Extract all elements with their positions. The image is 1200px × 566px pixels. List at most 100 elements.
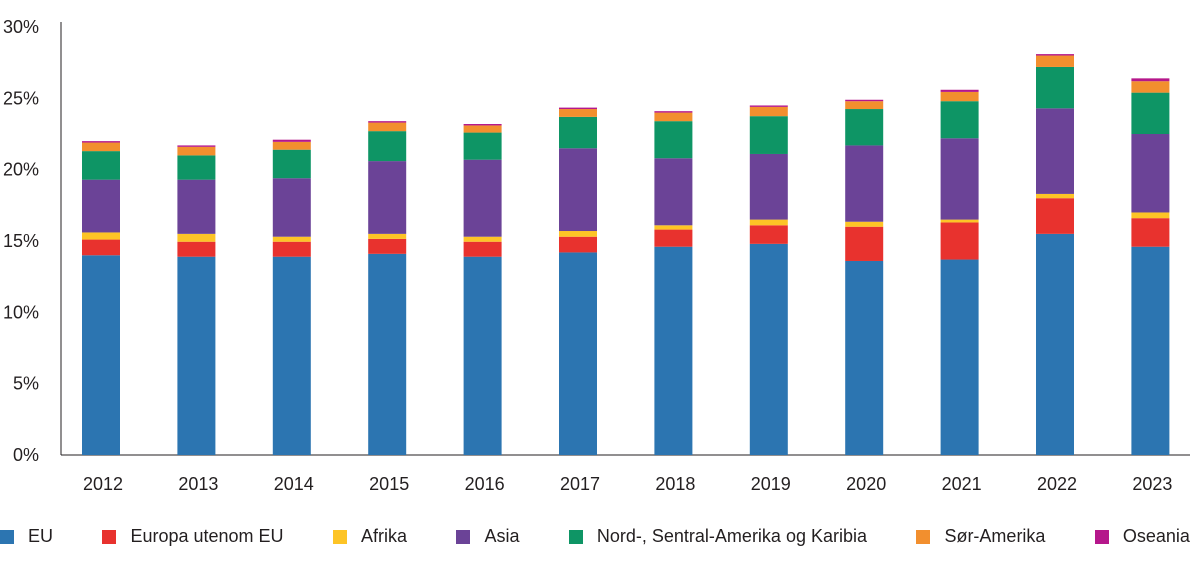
bar-2015-oseania xyxy=(368,121,407,123)
bar-2022-afrika xyxy=(1036,193,1074,199)
legend-item: Afrika xyxy=(332,526,407,547)
legend-label: Sør-Amerika xyxy=(944,526,1046,546)
y-tick-label: 30% xyxy=(3,17,39,37)
bar-2019-nord-sentral-amerika-og-karibia xyxy=(749,116,788,154)
bar-2014-oseania xyxy=(272,139,311,142)
legend-swatch xyxy=(568,529,583,544)
bar-2018-afrika xyxy=(654,225,693,230)
y-tick-label: 20% xyxy=(3,160,39,180)
y-tick-label: 10% xyxy=(3,302,39,322)
bar-2016-asia xyxy=(463,159,502,237)
bar-2012-asia xyxy=(82,179,120,233)
bar-2013-oseania xyxy=(177,145,216,147)
bar-2015-nord-sentral-amerika-og-karibia xyxy=(368,131,407,162)
bar-2017-afrika xyxy=(559,231,597,237)
bar-2016-eu xyxy=(463,256,502,455)
legend-label: Asia xyxy=(484,526,520,546)
x-tick-label: 2020 xyxy=(846,474,886,494)
bar-2020-oseania xyxy=(845,99,884,102)
bar-2015-europa-utenom-eu xyxy=(368,238,407,254)
legend-item: Nord-, Sentral-Amerika og Karibia xyxy=(568,526,867,547)
bar-2017-s-r-amerika xyxy=(559,109,597,117)
bar-2021-nord-sentral-amerika-og-karibia xyxy=(940,101,979,139)
y-tick-label: 25% xyxy=(3,88,39,108)
legend-item: EU xyxy=(0,526,53,547)
bar-2014-eu xyxy=(272,256,311,455)
bar-2020-nord-sentral-amerika-og-karibia xyxy=(845,109,884,146)
bar-2015-eu xyxy=(368,253,407,455)
legend-swatch xyxy=(332,529,347,544)
bar-2022-europa-utenom-eu xyxy=(1036,198,1074,234)
bar-2018-nord-sentral-amerika-og-karibia xyxy=(654,121,693,159)
bar-2021-europa-utenom-eu xyxy=(940,222,979,260)
bar-2021-oseania xyxy=(940,89,979,92)
bar-2022-eu xyxy=(1036,233,1074,455)
x-tick-label: 2019 xyxy=(751,474,791,494)
bar-2014-asia xyxy=(272,178,311,237)
y-tick-label: 5% xyxy=(13,374,39,394)
legend-swatch xyxy=(456,529,471,544)
bar-2020-s-r-amerika xyxy=(845,101,884,110)
bar-2020-asia xyxy=(845,145,884,222)
legend-item: Asia xyxy=(456,526,519,547)
bar-2013-nord-sentral-amerika-og-karibia xyxy=(177,155,216,180)
bar-2015-afrika xyxy=(368,233,407,239)
bar-2021-eu xyxy=(940,259,979,455)
bar-2016-europa-utenom-eu xyxy=(463,241,502,257)
bar-2023-oseania xyxy=(1131,78,1170,82)
legend-swatch xyxy=(0,529,14,544)
bar-2018-eu xyxy=(654,246,693,455)
bar-2019-asia xyxy=(749,153,788,220)
x-tick-label: 2023 xyxy=(1132,474,1172,494)
bar-2016-oseania xyxy=(463,124,502,126)
legend-label: Oseania xyxy=(1122,526,1190,546)
y-tick-label: 0% xyxy=(13,445,39,465)
y-tick-label: 15% xyxy=(3,231,39,251)
bar-2019-eu xyxy=(749,243,788,455)
bar-2012-europa-utenom-eu xyxy=(82,239,120,256)
legend-label: Europa utenom EU xyxy=(130,526,284,546)
bar-2013-asia xyxy=(177,179,216,234)
bar-2012-s-r-amerika xyxy=(82,142,120,152)
legend-swatch xyxy=(1094,529,1109,544)
bar-2017-oseania xyxy=(559,107,597,110)
x-tick-label: 2013 xyxy=(178,474,218,494)
bar-2015-asia xyxy=(368,161,407,234)
bar-2017-europa-utenom-eu xyxy=(559,236,597,253)
legend-item: Sør-Amerika xyxy=(916,526,1045,547)
bar-2013-eu xyxy=(177,256,216,455)
bar-2014-afrika xyxy=(272,236,311,242)
bar-2015-s-r-amerika xyxy=(368,122,407,132)
bar-2019-europa-utenom-eu xyxy=(749,225,788,244)
bar-2023-nord-sentral-amerika-og-karibia xyxy=(1131,92,1170,134)
x-tick-label: 2022 xyxy=(1037,474,1077,494)
legend: EU Europa utenom EU Afrika Asia Nord-, Sentr… xyxy=(0,526,1190,547)
bar-2017-nord-sentral-amerika-og-karibia xyxy=(559,116,597,149)
bar-2016-afrika xyxy=(463,236,502,242)
bar-2016-nord-sentral-amerika-og-karibia xyxy=(463,132,502,160)
bar-2018-europa-utenom-eu xyxy=(654,229,693,247)
bar-2023-eu xyxy=(1131,246,1170,455)
x-tick-label: 2021 xyxy=(942,474,982,494)
bar-2018-asia xyxy=(654,158,693,226)
bar-2019-s-r-amerika xyxy=(749,106,788,117)
bar-2019-oseania xyxy=(749,105,788,107)
legend-label: Afrika xyxy=(360,526,407,546)
bar-2023-s-r-amerika xyxy=(1131,81,1170,93)
x-tick-label: 2015 xyxy=(369,474,409,494)
bar-2013-s-r-amerika xyxy=(177,146,216,156)
bar-2020-eu xyxy=(845,260,884,455)
legend-item: Europa utenom EU xyxy=(102,526,284,547)
bar-2014-europa-utenom-eu xyxy=(272,241,311,257)
bar-2022-asia xyxy=(1036,108,1074,194)
bar-2012-nord-sentral-amerika-og-karibia xyxy=(82,151,120,180)
bar-2021-afrika xyxy=(940,219,979,223)
x-tick-label: 2018 xyxy=(655,474,695,494)
bar-2021-asia xyxy=(940,138,979,220)
x-tick-label: 2012 xyxy=(83,474,123,494)
bar-2022-s-r-amerika xyxy=(1036,55,1074,67)
bar-2014-nord-sentral-amerika-og-karibia xyxy=(272,149,311,179)
bar-2019-afrika xyxy=(749,219,788,226)
bar-2016-s-r-amerika xyxy=(463,125,502,133)
x-tick-label: 2017 xyxy=(560,474,600,494)
